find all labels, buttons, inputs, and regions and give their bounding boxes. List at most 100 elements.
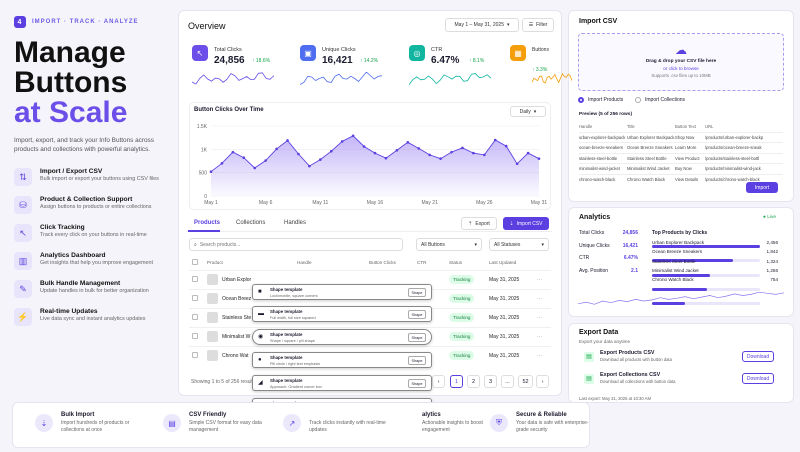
bottom-feature-desc: Actionable insights to boost engagement	[422, 420, 483, 433]
clicks-chart-card	[189, 102, 551, 210]
status-badge: Tracking	[449, 350, 475, 360]
row-actions-menu[interactable]: ···	[537, 288, 551, 308]
chart-point	[493, 138, 497, 142]
page-button[interactable]: 2	[467, 375, 480, 388]
preview-col-handle: Handle	[579, 124, 593, 130]
shape-button[interactable]: Shape	[408, 356, 426, 365]
preview-cell: minimalist-wind-jacket	[579, 163, 627, 174]
chevron-down-icon: ▾	[533, 108, 537, 115]
shape-button[interactable]: Shape	[408, 379, 426, 388]
search-input[interactable]	[199, 241, 380, 248]
feature-title: Product & Collection Support	[40, 196, 133, 203]
row-checkbox[interactable]	[192, 351, 198, 358]
chart-point	[461, 146, 464, 150]
stat-sparkline	[532, 73, 572, 84]
analytics-sparkline	[578, 291, 784, 305]
bottom-feature-icon: ⛨	[490, 414, 508, 432]
row-checkbox[interactable]	[192, 313, 198, 320]
chart-point	[537, 157, 541, 160]
live-badge: ● Live	[763, 215, 777, 220]
row-select-cell	[189, 326, 207, 346]
chart-point	[526, 151, 530, 155]
hero-line-1: Manage	[14, 36, 126, 69]
page-button[interactable]: 3	[484, 375, 497, 388]
analytics-title: Analytics	[579, 214, 611, 221]
chart-point	[242, 156, 246, 160]
buttons-filter-select[interactable]: All Buttons ▾	[416, 238, 482, 251]
period-select[interactable]: Daily ▾	[510, 106, 546, 117]
row-checkbox[interactable]	[192, 294, 198, 301]
x-tick-label: May 21	[421, 200, 438, 206]
chevron-left-icon: ‹	[437, 378, 440, 385]
export-button[interactable]: ⇡ Export	[461, 217, 497, 230]
csv-dropzone[interactable]: ☁ Drag & drop your CSV file here or clic…	[578, 33, 784, 91]
x-tick-label: May 26	[476, 200, 493, 206]
chevron-down-icon: ▾	[506, 22, 510, 28]
bottom-feature-desc: Your data is safe with enterprise-grade …	[516, 420, 589, 433]
row-actions-menu[interactable]: ···	[537, 307, 551, 327]
row-checkbox[interactable]	[192, 332, 198, 339]
page-button[interactable]: ...	[501, 375, 514, 388]
bottom-feature-title: CSV Friendly	[189, 412, 227, 418]
tab-handles[interactable]: Handles	[284, 220, 307, 226]
import-csv-button[interactable]: ⇣ Import CSV	[503, 217, 549, 230]
chart-point	[472, 151, 475, 155]
shape-template-option[interactable]: ◉ Shape template Shape / square / pill sha…	[252, 329, 432, 345]
updated-cell: May 31, 2025	[489, 269, 537, 289]
product-name: Urban Explor	[222, 276, 252, 283]
shape-button[interactable]: Shape	[408, 333, 426, 342]
status-filter-select[interactable]: All Statuses ▾	[489, 238, 549, 251]
preview-header-row: Handle Title Button Text URL	[579, 122, 783, 132]
shape-template-option[interactable]: ■ Shape template Lock/mobile, square corne…	[252, 284, 432, 300]
browse-link[interactable]: or click to browse	[663, 66, 699, 71]
page-button[interactable]: 52	[518, 375, 533, 388]
chart-point	[264, 159, 267, 162]
shape-button[interactable]: Shape	[408, 288, 426, 297]
date-range-picker[interactable]: May 1 – May 31, 2025 ▾	[445, 18, 519, 32]
preview-cell: stainless-steel-bottle	[579, 152, 627, 164]
feature-title: Real-time Updates	[40, 308, 98, 315]
sparkline-path	[578, 291, 784, 305]
select-all-checkbox[interactable]	[192, 259, 198, 266]
download-button[interactable]: Download	[742, 351, 774, 362]
stat-label: Buttons	[532, 47, 549, 53]
row-checkbox[interactable]	[192, 275, 198, 282]
shape-title: Shape template	[270, 287, 303, 292]
chart-point	[209, 170, 213, 174]
preview-cell: Minimalist Wind Jacket	[627, 163, 675, 174]
feature-icon: ⛁	[14, 196, 32, 214]
search-box[interactable]: ⌕	[189, 238, 403, 251]
row-actions-menu[interactable]: ···	[537, 326, 551, 346]
preview-row: urban-explorer-backpack Urban Explorer Ba…	[579, 131, 783, 143]
import-button[interactable]: Import	[746, 182, 778, 193]
chart-point	[384, 156, 388, 160]
feature-text: Real-time Updates Live data sync and inst…	[40, 308, 145, 326]
shape-template-option[interactable]: ● Shape template Pill circle / right text …	[252, 352, 432, 368]
row-actions-menu[interactable]: ···	[537, 269, 551, 289]
chevron-right-icon: ›	[541, 378, 544, 385]
row-actions-menu[interactable]: ···	[537, 345, 551, 365]
shape-title: Shape template	[270, 378, 303, 383]
shape-template-option[interactable]: ▬ Shape template Full width, full size squ…	[252, 306, 432, 322]
tab-collections[interactable]: Collections	[236, 220, 266, 226]
feature-item: ⛁ Product & Collection Support Assign butt…	[14, 196, 164, 214]
download-button[interactable]: Download	[742, 373, 774, 384]
stat-sparkline	[300, 72, 382, 85]
chart-point	[373, 151, 377, 155]
prev-page-button[interactable]: ‹	[432, 375, 445, 388]
radio-import-products[interactable]: Import Products	[578, 97, 623, 103]
page-button[interactable]: 1	[450, 375, 463, 388]
next-page-button[interactable]: ›	[536, 375, 549, 388]
shape-button[interactable]: Shape	[408, 310, 426, 319]
status-cell: Tracking	[449, 345, 489, 365]
top-product-bar	[652, 273, 760, 277]
filter-button[interactable]: ☰ Filter	[522, 18, 554, 32]
tab-products[interactable]: Products	[194, 220, 221, 226]
radio-import-collections[interactable]: Import Collections	[635, 97, 685, 103]
col-actions	[537, 256, 551, 270]
analytics-metric-label: CTR	[579, 255, 590, 261]
chart-point	[253, 166, 257, 170]
feature-desc: Get insights that help you improve engag…	[40, 260, 153, 266]
shape-template-option[interactable]: ◢ Shape template Approach: Gradient corner…	[252, 375, 432, 391]
y-tick-label: 500	[199, 171, 208, 177]
